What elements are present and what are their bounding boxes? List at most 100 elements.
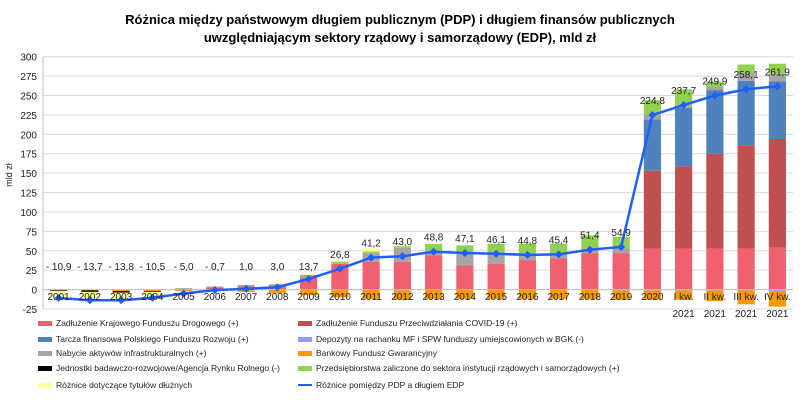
- legend-swatch: [38, 382, 52, 388]
- data-label: 45,4: [549, 235, 569, 246]
- bar-segment: [643, 290, 661, 300]
- x-tick-label: II kw.: [703, 292, 726, 303]
- legend-item: Tarcza finansowa Polskiego Funduszu Rozw…: [38, 334, 249, 344]
- bar-segment: [112, 291, 130, 293]
- bar-segment: [425, 243, 443, 251]
- legend-item: Różnice pomiędzy PDP a długiem EDP: [298, 380, 464, 390]
- bar-segment: [675, 166, 693, 249]
- y-tick-label: 275: [20, 72, 37, 83]
- bar-segment: [518, 260, 536, 290]
- legend-swatch: [38, 350, 52, 356]
- legend-label: Tarcza finansowa Polskiego Funduszu Rozw…: [56, 334, 249, 344]
- legend-swatch: [38, 320, 52, 326]
- data-label: - 13,7: [77, 262, 103, 273]
- bar-segment: [425, 289, 443, 299]
- data-label: 43,0: [393, 237, 413, 248]
- data-label: 261,9: [765, 67, 790, 78]
- x-tick-label: 2021: [673, 309, 696, 320]
- bar-segment: [393, 246, 411, 248]
- data-label: 3,0: [270, 262, 284, 273]
- plot-area: -25 0 25 50 75 100 125 150 175 200 225 250 275 300 mld…: [4, 53, 793, 320]
- line-marker: [710, 91, 719, 100]
- x-tick-label: 2005: [173, 292, 196, 303]
- chart-title-line1: Różnica między państwowym długiem public…: [125, 12, 675, 27]
- bar-segment: [643, 248, 661, 290]
- x-tick-label: 2015: [485, 292, 508, 303]
- line-marker: [117, 296, 126, 305]
- bar-segment: [768, 138, 786, 248]
- bar-segment: [706, 290, 724, 302]
- bar-segment: [487, 253, 505, 264]
- y-tick-label: 250: [20, 92, 37, 103]
- y-tick-label: 100: [20, 208, 37, 219]
- legend-item: Zadłużenie Funduszu Przeciwdziałania COV…: [298, 318, 518, 328]
- bar-segment: [550, 258, 568, 290]
- bar-segment: [143, 291, 161, 292]
- y-tick-label: 75: [26, 227, 38, 238]
- bar-segment: [393, 261, 411, 290]
- legend-line-swatch: [298, 384, 312, 386]
- bar-segment: [706, 153, 724, 249]
- bar-segment: [81, 291, 99, 299]
- line-marker: [242, 284, 251, 293]
- data-label: - 13,8: [108, 262, 134, 273]
- x-tick-label: 2008: [266, 292, 289, 303]
- data-label: - 10,5: [140, 262, 166, 273]
- legend-item: Jednostki badawczo-rozwojowe/Agencja Ryn…: [38, 363, 280, 373]
- x-tick-label: 2018: [579, 292, 602, 303]
- bar-segment: [768, 81, 786, 139]
- bar-segment: [550, 243, 568, 254]
- x-tick-label: 2009: [298, 292, 321, 303]
- bar-segment: [362, 248, 380, 252]
- legend-item: Depozyty na rachanku MF i SPW funduszy u…: [298, 334, 584, 344]
- x-tick-label: 2003: [110, 292, 133, 303]
- line-marker: [367, 253, 376, 262]
- y-tick-label: 175: [20, 150, 37, 161]
- bar-segment: [487, 289, 505, 299]
- line-marker: [617, 242, 626, 251]
- x-tick-label: 2001: [48, 292, 71, 303]
- bar-segment: [737, 145, 755, 249]
- line-marker: [335, 264, 344, 273]
- legend-label: Różnice dotyczące tytułów dłużnych: [56, 380, 193, 390]
- bar-segment: [456, 289, 474, 299]
- line-marker: [210, 286, 219, 295]
- bar-segment: [331, 260, 349, 262]
- data-label: 237,7: [671, 86, 696, 97]
- bar-segment: [300, 277, 318, 290]
- legend-swatch: [298, 320, 312, 326]
- x-tick-label: 2007: [235, 292, 258, 303]
- legend-item: Zadłużenie Krajowego Funduszu Drogowego …: [38, 318, 239, 328]
- bar-segment: [331, 263, 349, 264]
- x-tick-label: 2004: [141, 292, 164, 303]
- chart-title-line2: uwzględniającym sektory rządowy i samorz…: [203, 30, 597, 45]
- bar-segment: [675, 89, 693, 106]
- bar-segment: [768, 73, 786, 82]
- bar-segment: [643, 100, 661, 115]
- line-marker: [554, 250, 563, 259]
- legend-label: Jednostki badawczo-rozwojowe/Agencja Ryn…: [56, 363, 280, 373]
- x-tick-label: III kw.: [733, 292, 759, 303]
- x-tick-label: 2014: [454, 292, 477, 303]
- x-tick-label: 2012: [391, 292, 414, 303]
- legend-label: Przedsiębiorstwa zaliczone do sektora in…: [316, 363, 620, 373]
- line-marker: [523, 250, 532, 259]
- legend-label: Różnice pomiędzy PDP a długiem EDP: [316, 380, 465, 390]
- data-label: 224,8: [640, 96, 665, 107]
- line-marker: [679, 101, 688, 110]
- x-tick-label: IV kw.: [764, 292, 791, 303]
- bar-segment: [612, 290, 630, 300]
- bar-segment: [737, 248, 755, 290]
- x-tick-label: 2006: [204, 292, 227, 303]
- bar-segment: [112, 289, 130, 292]
- line-marker: [773, 82, 782, 91]
- line-marker: [54, 294, 63, 303]
- legend-item: Przedsiębiorstwa zaliczone do sektora in…: [298, 363, 620, 373]
- bar-segment: [706, 90, 724, 154]
- line-marker: [429, 247, 438, 256]
- line-marker: [148, 293, 157, 302]
- bar-segment: [675, 248, 693, 290]
- line-marker: [492, 249, 501, 258]
- bar-segment: [737, 64, 755, 74]
- data-label: 249,9: [702, 77, 727, 88]
